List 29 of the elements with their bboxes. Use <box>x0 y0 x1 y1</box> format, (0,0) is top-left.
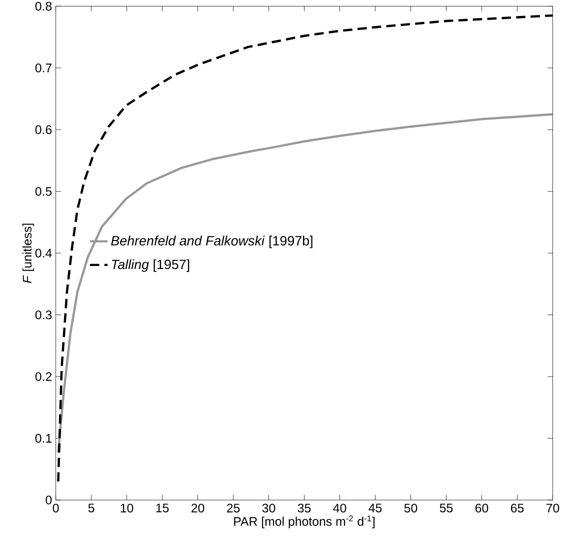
y-tick-label: 0.2 <box>35 372 52 382</box>
legend-label: Behrenfeld and Falkowski [1997b] <box>111 236 312 248</box>
y-tick-label: 0.4 <box>35 248 52 258</box>
x-tick-label: 15 <box>156 504 169 512</box>
y-tick-label: 0 <box>46 496 52 505</box>
y-tick-label: 0.1 <box>35 434 52 443</box>
x-tick-label: 45 <box>368 504 382 512</box>
x-tick-label: 70 <box>546 504 560 513</box>
x-tick-label: 5 <box>88 504 94 512</box>
x-tick-label: 10 <box>120 504 134 513</box>
x-tick-label: 20 <box>191 504 204 513</box>
x-tick-label: 55 <box>440 504 453 512</box>
x-tick-label: 65 <box>510 504 524 513</box>
y-tick-label: 0.5 <box>35 187 52 196</box>
x-axis-title: PAR [mol photons m$^{-2}$ d$^{-1}$] <box>234 516 375 528</box>
y-tick-label: 0.6 <box>35 125 52 134</box>
x-tick-label: 30 <box>262 504 276 513</box>
x-tick-label: 25 <box>226 504 240 513</box>
y-tick-label: 0.3 <box>35 310 52 320</box>
x-tick-label: 40 <box>333 504 346 513</box>
legend-label: Talling [1957] <box>112 259 190 272</box>
x-tick-label: 50 <box>404 504 418 513</box>
y-axis-title: F [unitless] <box>22 224 34 284</box>
line-series <box>57 113 553 454</box>
y-tick-label: 0.7 <box>35 64 52 72</box>
x-tick-label: 0 <box>52 504 59 513</box>
y-tick-label: 0.8 <box>35 2 52 11</box>
x-tick-label: 35 <box>298 504 311 513</box>
x-tick-label: 60 <box>475 504 488 513</box>
